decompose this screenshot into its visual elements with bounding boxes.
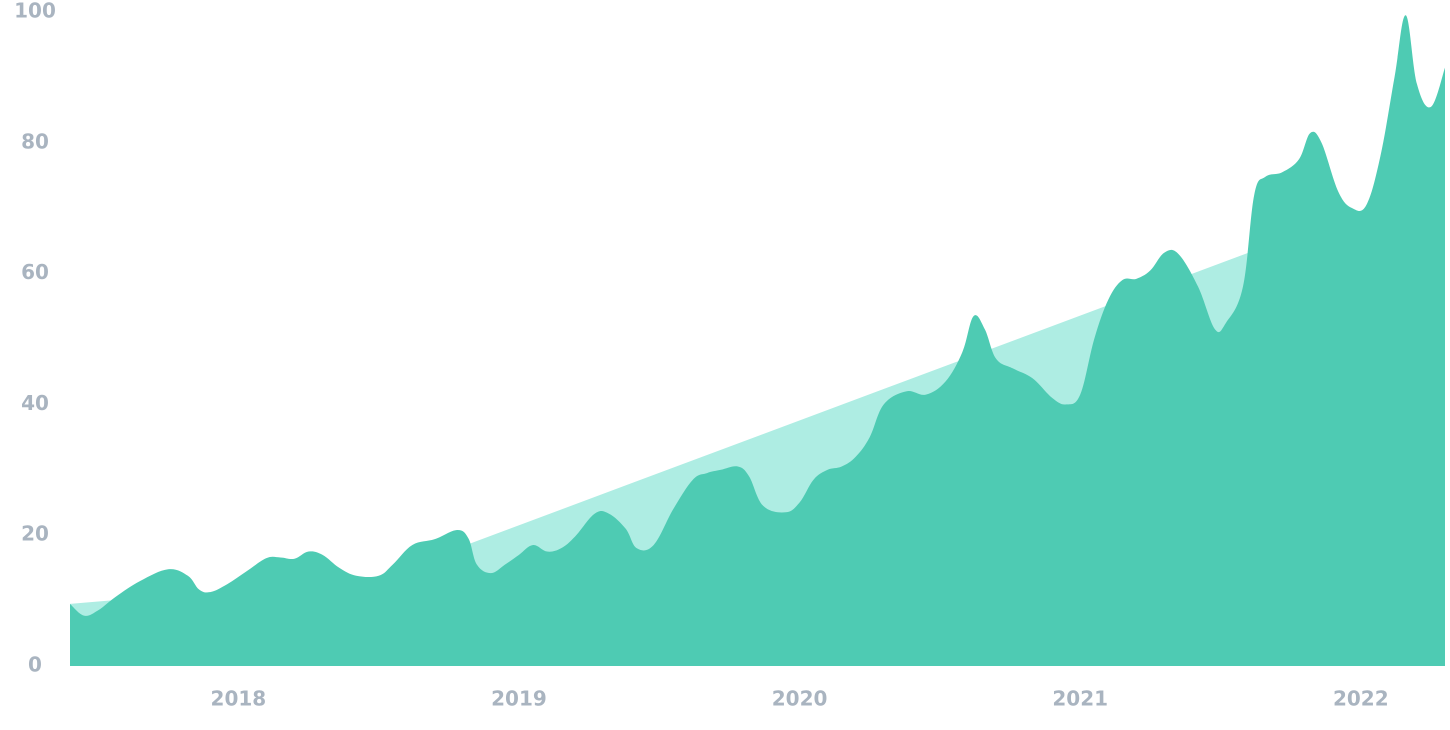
x-tick-label: 2022 — [1333, 687, 1389, 711]
y-axis-tick-labels: 0 20 40 60 80 100 — [14, 0, 56, 677]
x-tick-label: 2020 — [772, 687, 828, 711]
y-tick-label: 60 — [21, 260, 49, 284]
actual-area — [70, 15, 1445, 667]
x-tick-label: 2018 — [211, 687, 267, 711]
y-tick-label: 20 — [21, 522, 49, 546]
y-tick-label: 100 — [14, 0, 56, 23]
y-tick-label: 80 — [21, 129, 49, 153]
x-tick-label: 2019 — [491, 687, 547, 711]
y-tick-label: 40 — [21, 391, 49, 415]
y-tick-label: 0 — [28, 653, 42, 677]
plot-area — [70, 15, 1445, 667]
x-tick-label: 2021 — [1052, 687, 1108, 711]
x-axis-tick-labels: 2018 2019 2020 2021 2022 — [211, 687, 1389, 711]
